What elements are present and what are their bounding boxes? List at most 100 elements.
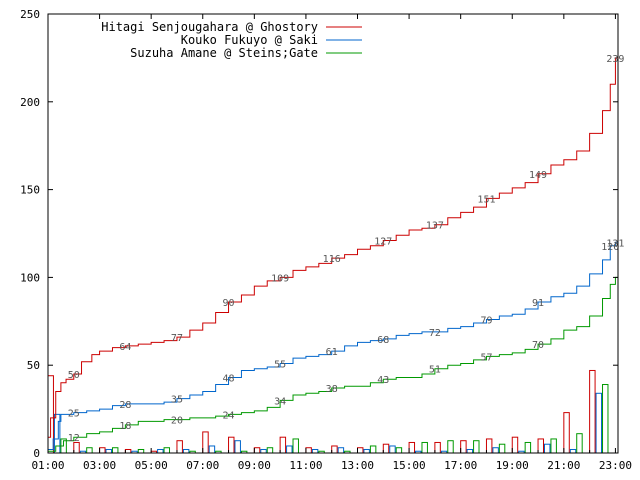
hourly-bar [408, 441, 416, 454]
hourly-bar [292, 438, 299, 454]
hourly-bar [595, 392, 603, 454]
hourly-bar [182, 448, 190, 454]
hourly-bar [86, 447, 93, 454]
x-tick-label: 17:00 [444, 459, 477, 472]
hourly-bar [543, 443, 551, 454]
hourly-bar [511, 436, 519, 454]
point-label: 70 [532, 340, 544, 351]
hourly-bar [266, 447, 274, 454]
point-label: 239 [606, 54, 624, 65]
point-label: 57 [480, 352, 492, 363]
lines-layer [48, 33, 619, 452]
x-tick-label: 13:00 [341, 459, 374, 472]
x-tick-label: 23:00 [599, 459, 632, 472]
axis-layer: 0 50 100 150 200 250 01:00 03:00 05:00 07:00 09:00… [20, 8, 632, 472]
point-label: 28 [119, 400, 131, 411]
hourly-bar [337, 447, 345, 454]
point-label: 149 [529, 170, 547, 181]
hourly-bar [460, 440, 467, 454]
hourly-bar [163, 447, 171, 454]
hourly-bar [99, 447, 106, 454]
hourly-bar [47, 375, 54, 454]
hourly-bar [447, 440, 454, 454]
hourly-bar [331, 445, 338, 454]
point-label: 50 [68, 370, 80, 381]
hourly-bar [434, 441, 441, 454]
hourly-bar [421, 441, 428, 454]
hourly-bar [357, 447, 364, 454]
point-label: 24 [223, 410, 235, 421]
hourly-bar [137, 448, 145, 454]
hourly-bar [111, 447, 119, 454]
plot-frame [47, 13, 619, 454]
x-tick-label: 09:00 [238, 459, 271, 472]
hourly-bar [550, 438, 557, 454]
point-label: 38 [326, 384, 338, 395]
legend-label: Hitagi Senjougahara @ Ghostory [101, 20, 318, 34]
hourly-bar [485, 438, 493, 454]
point-label: 116 [323, 254, 341, 265]
point-label: 127 [374, 237, 392, 248]
hourly-bar [473, 440, 480, 454]
hourly-bar [466, 448, 474, 454]
hourly-bar [369, 445, 377, 454]
point-label: 35 [171, 395, 183, 406]
y-tick-label: 250 [20, 8, 40, 21]
hourly-bar [279, 436, 287, 454]
point-label: 77 [171, 333, 183, 344]
hourly-bar [363, 448, 370, 454]
hourly-bar [498, 443, 506, 454]
point-label: 48 [223, 373, 235, 384]
point-label: 68 [377, 335, 389, 346]
point-label: 137 [426, 221, 444, 232]
hourly-bar [305, 447, 312, 454]
x-tick-label: 05:00 [135, 459, 168, 472]
point-label: 34 [274, 396, 286, 407]
x-tick-label: 07:00 [186, 459, 219, 472]
hourly-bar [157, 448, 164, 454]
x-tick-label: 03:00 [83, 459, 116, 472]
x-tick-label: 19:00 [496, 459, 529, 472]
point-label: 55 [274, 359, 286, 370]
point-label: 151 [477, 194, 495, 205]
legend-label: Suzuha Amane @ Steins;Gate [130, 46, 318, 60]
point-label: 131 [606, 238, 624, 249]
x-tick-label: 21:00 [547, 459, 580, 472]
y-tick-label: 200 [20, 96, 40, 109]
hourly-bar [234, 440, 241, 454]
series-line [48, 33, 619, 438]
point-label: 79 [480, 316, 492, 327]
point-label: 51 [429, 365, 441, 376]
bars-layer [47, 369, 609, 454]
x-tick-label: 01:00 [31, 459, 64, 472]
hourly-bar [395, 447, 403, 454]
hourly-bar [492, 447, 499, 454]
point-label: 43 [377, 375, 389, 386]
series-line [48, 266, 619, 452]
hourly-bar [602, 384, 609, 454]
hourly-bar [589, 369, 596, 454]
y-tick-label: 150 [20, 184, 40, 197]
hourly-bar [253, 447, 261, 454]
point-label: 61 [326, 347, 338, 358]
hourly-bar [208, 445, 216, 454]
y-tick-label: 0 [33, 447, 40, 460]
hourly-bar [105, 448, 112, 454]
hourly-bar [286, 445, 293, 454]
hourly-bar [176, 440, 183, 454]
hourly-bar [524, 441, 532, 454]
hourly-bar [202, 431, 209, 454]
hourly-bar [124, 448, 132, 454]
y-tick-label: 100 [20, 271, 40, 284]
hourly-bar [389, 445, 396, 454]
point-label: 64 [119, 342, 131, 353]
series-line [48, 222, 619, 450]
point-labels-layer: 50 64 77 90 109 116 127 137 151 149 239 25 28 35 48 55 6… [68, 54, 625, 444]
point-label: 18 [119, 421, 131, 432]
point-label: 12 [68, 433, 80, 444]
hourly-bar [382, 443, 390, 454]
point-label: 120 [601, 242, 619, 253]
hourly-bar [260, 448, 267, 454]
